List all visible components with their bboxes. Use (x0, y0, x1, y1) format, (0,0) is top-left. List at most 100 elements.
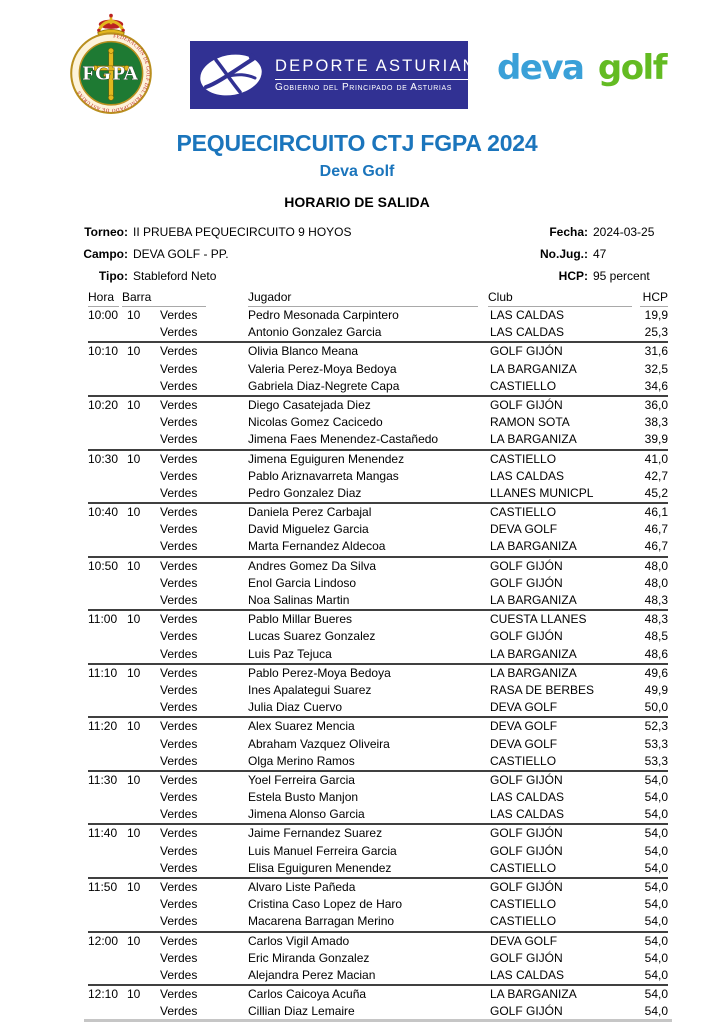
info-row-torneo: Torneo: II PRUEBA PEQUECIRCUITO 9 HOYOS (0, 221, 351, 243)
start-times-table: Hora Barra Jugador Club HCP 10:00 10 Verde… (88, 290, 668, 1021)
hcp-cell: 38,3 (644, 415, 668, 430)
barra-cell (122, 913, 155, 930)
hora-cell (88, 843, 122, 860)
player-row: Verdes Macarena Barragan Merino CASTIELLO 5… (88, 913, 668, 930)
player-row: Verdes Julia Diaz Cuervo DEVA GOLF 50,0 (88, 699, 668, 716)
player-row: Verdes Noa Salinas Martin LA BARGANIZA 48,3 (88, 592, 668, 609)
deva-word: deva (497, 48, 585, 88)
player-name-cell: Diego Casatejada Diez (248, 397, 371, 412)
hcp-cell: 54,0 (644, 987, 668, 1002)
deva-golf-logo: deva golf (497, 48, 668, 88)
hora-cell: 12:00 (88, 933, 119, 948)
barra-cell (122, 699, 155, 716)
barra-cell: 10 (127, 451, 141, 466)
player-row: 10:00 10 Verdes Pedro Mesonada Carpintero LA… (88, 307, 668, 324)
club-cell: GOLF GIJÓN (490, 344, 563, 359)
info-row-tipo: Tipo: Stableford Neto (0, 265, 352, 287)
hcp-cell: 54,0 (644, 880, 668, 894)
hora-cell (88, 913, 122, 930)
club-cell: DEVA GOLF (490, 736, 558, 751)
hcp-value: 95 percent (593, 269, 650, 283)
fecha-value: 2024-03-25 (593, 225, 655, 239)
player-row: Verdes Jimena Alonso Garcia LAS CALDAS 54,0 (88, 806, 668, 823)
club-cell: GOLF GIJÓN (490, 397, 563, 412)
player-row: 11:00 10 Verdes Pablo Millar Bueres CUESTA L… (88, 611, 668, 628)
player-row: 11:10 10 Verdes Pablo Perez-Moya Bedoya LA B… (88, 665, 668, 682)
hcp-cell: 34,6 (644, 378, 668, 393)
player-name-cell: Macarena Barragan Merino (248, 914, 395, 929)
cutoff-separator (84, 1019, 672, 1022)
player-name-cell: Pedro Mesonada Carpintero (248, 308, 399, 322)
info-left-column: Torneo: II PRUEBA PEQUECIRCUITO 9 HOYOS … (0, 221, 352, 287)
club-cell: LA BARGANIZA (490, 665, 577, 680)
barra-cell (122, 646, 155, 663)
hora-cell: 11:50 (88, 880, 118, 894)
hora-cell: 10:20 (88, 397, 119, 412)
hora-cell: 10:30 (88, 451, 119, 466)
tee-cell: Verdes (160, 646, 198, 661)
club-cell: LLANES MUNICPL (490, 485, 594, 500)
deporte-asturiano-title: DEPORTE ASTURIANO (275, 57, 492, 75)
barra-cell: 10 (127, 987, 141, 1002)
hcp-cell: 53,3 (644, 736, 668, 751)
barra-cell: 10 (127, 612, 141, 627)
player-row: Verdes Eric Miranda Gonzalez GOLF GIJÓN 54,… (88, 950, 668, 967)
col-header-hcp: HCP (640, 290, 668, 307)
tee-cell: Verdes (160, 612, 198, 627)
player-row: Verdes Olga Merino Ramos CASTIELLO 53,3 (88, 753, 668, 770)
player-name-cell: Luis Paz Tejuca (248, 646, 332, 661)
tee-cell: Verdes (160, 378, 198, 393)
svg-text:PA: PA (112, 62, 138, 84)
hcp-cell: 48,0 (644, 558, 668, 573)
tee-cell: Verdes (160, 860, 198, 875)
player-name-cell: Ines Apalategui Suarez (248, 682, 372, 697)
tee-cell: Verdes (160, 432, 198, 447)
player-row: Verdes Luis Paz Tejuca LA BARGANIZA 48,6 (88, 646, 668, 663)
tee-cell: Verdes (160, 397, 198, 412)
player-name-cell: Yoel Ferreira Garcia (248, 772, 355, 787)
barra-cell (122, 538, 155, 555)
barra-cell (122, 485, 155, 502)
tee-time-group: 10:10 10 Verdes Olivia Blanco Meana GOLF GIJ… (88, 341, 668, 395)
tee-cell: Verdes (160, 772, 198, 787)
hora-cell (88, 806, 122, 823)
hcp-cell: 54,0 (644, 826, 668, 841)
tee-cell: Verdes (160, 967, 198, 982)
club-cell: LA BARGANIZA (490, 987, 577, 1002)
player-name-cell: Alejandra Perez Macian (248, 967, 376, 982)
hora-cell (88, 860, 122, 877)
hcp-cell: 42,7 (644, 468, 668, 483)
club-cell: CASTIELLO (490, 505, 557, 520)
barra-cell (122, 468, 155, 485)
player-name-cell: Alvaro Liste Pañeda (248, 880, 356, 894)
hora-cell (88, 789, 122, 806)
player-name-cell: Gabriela Diaz-Negrete Capa (248, 378, 400, 393)
barra-cell: 10 (127, 558, 141, 573)
player-row: Verdes Marta Fernandez Aldecoa LA BARGANIZ… (88, 538, 668, 555)
info-row-nojug: No.Jug.: 47 (470, 243, 670, 265)
player-row: 10:10 10 Verdes Olivia Blanco Meana GOLF GIJ… (88, 343, 668, 360)
player-name-cell: David Miguelez Garcia (248, 522, 369, 537)
player-name-cell: Antonio Gonzalez Garcia (248, 325, 382, 340)
barra-cell (122, 806, 155, 823)
hcp-cell: 41,0 (644, 451, 668, 466)
player-row: 11:30 10 Verdes Yoel Ferreira Garcia GOLF GI… (88, 772, 668, 789)
tee-time-group: 10:20 10 Verdes Diego Casatejada Diez GOLF G… (88, 394, 668, 449)
player-name-cell: Elisa Eguiguren Menendez (248, 860, 392, 875)
club-cell: GOLF GIJÓN (490, 558, 563, 573)
hora-cell (88, 628, 122, 645)
hora-cell (88, 361, 122, 378)
player-row: Verdes Nicolas Gomez Cacicedo RAMON SOTA 38… (88, 414, 668, 431)
club-cell: GOLF GIJÓN (490, 880, 563, 894)
club-cell: DEVA GOLF (490, 700, 558, 715)
player-name-cell: Jimena Faes Menendez-Castañedo (248, 432, 439, 447)
barra-cell (122, 682, 155, 699)
hora-cell: 10:50 (88, 558, 119, 573)
tee-cell: Verdes (160, 344, 198, 359)
hora-cell: 11:00 (88, 612, 118, 627)
barra-cell (122, 575, 155, 592)
hora-cell: 10:40 (88, 505, 119, 520)
tee-cell: Verdes (160, 933, 198, 948)
club-cell: CASTIELLO (490, 860, 557, 875)
